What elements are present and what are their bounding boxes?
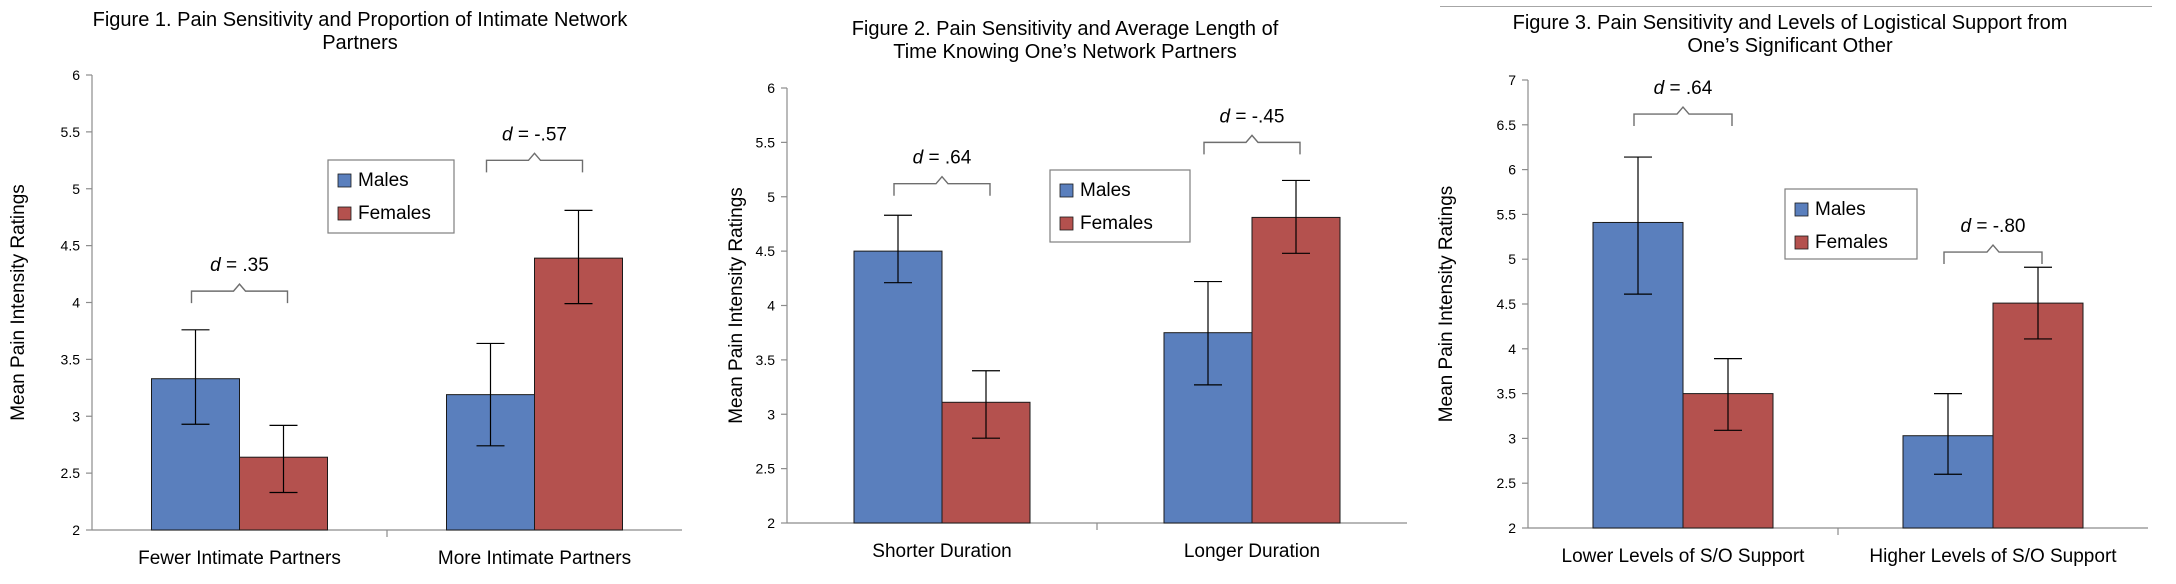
y-tick-label: 5.5 xyxy=(1497,206,1517,222)
figure-2-panel: Figure 2. Pain Sensitivity and Average L… xyxy=(715,0,1425,584)
effect-size-label: d = .35 xyxy=(210,255,269,276)
y-tick-label: 2.5 xyxy=(1497,475,1517,491)
figure-3-chart: 2 2.5 3 3.5 4 4.5 5 5.5 6 6.5 7 Mean Pain Intensity… xyxy=(1436,72,2148,567)
y-tick-label: 3 xyxy=(1508,430,1516,446)
y-tick-label: 6 xyxy=(767,80,775,96)
y-tick-label: 5 xyxy=(767,189,775,205)
y-tick-label: 2 xyxy=(72,522,80,538)
effect-size-value: = -.45 xyxy=(1230,106,1284,127)
y-tick-label: 4.5 xyxy=(1497,296,1517,312)
y-tick-label: 7 xyxy=(1508,72,1516,88)
effect-size-brace xyxy=(190,283,289,304)
figure-2-chart: 2 2.5 3 3.5 4 4.5 5 5.5 6 Mean Pain Intensity Rat… xyxy=(726,80,1407,562)
males-legend-label: Males xyxy=(1815,199,1866,220)
y-tick-label: 6 xyxy=(1508,162,1516,178)
effect-size-value: = .64 xyxy=(1664,78,1712,99)
males-legend-swatch xyxy=(1059,183,1074,198)
effect-size-brace xyxy=(893,175,991,196)
females-legend-swatch xyxy=(337,206,352,221)
y-tick-label: 5 xyxy=(72,181,80,197)
effect-size-label: d = .64 xyxy=(913,148,972,169)
y-tick-label: 2.5 xyxy=(756,461,776,477)
y-tick-label: 3.5 xyxy=(1497,386,1517,402)
y-tick-label: 3 xyxy=(767,406,775,422)
females-legend-label: Females xyxy=(1080,213,1153,234)
figure-1-title-line-1: Figure 1. Pain Sensitivity and Proportio… xyxy=(92,9,628,31)
y-tick-label: 2 xyxy=(767,515,775,531)
y-tick-label: 3.5 xyxy=(756,352,776,368)
y-axis-title: Mean Pain Intensity Ratings xyxy=(8,184,29,421)
x-category-label: Fewer Intimate Partners xyxy=(138,548,341,569)
females-legend-swatch xyxy=(1794,235,1809,250)
y-tick-label: 6 xyxy=(72,67,80,83)
effect-size-symbol: d xyxy=(1220,106,1232,127)
effect-size-symbol: d xyxy=(1961,216,1973,237)
effect-size-symbol: d xyxy=(502,124,514,145)
males-legend-label: Males xyxy=(358,170,409,191)
x-category-label: Shorter Duration xyxy=(872,541,1011,562)
figure-3-title: Figure 3. Pain Sensitivity and Levels of… xyxy=(1490,12,2090,58)
legend-box xyxy=(327,159,455,234)
effect-size-label: d = .64 xyxy=(1654,78,1713,99)
effect-size-value: = -.80 xyxy=(1971,216,2025,237)
males-legend-swatch xyxy=(1794,202,1809,217)
figure-2-title-line-1: Figure 2. Pain Sensitivity and Average L… xyxy=(851,18,1279,40)
effect-size-label: d = -.80 xyxy=(1961,216,2026,237)
effect-size-brace xyxy=(1943,243,2043,265)
x-category-label: Longer Duration xyxy=(1184,541,1320,562)
figure-1-title: Figure 1. Pain Sensitivity and Proportio… xyxy=(80,9,640,55)
effect-size-brace xyxy=(1633,105,1733,127)
effect-size-symbol: d xyxy=(210,255,222,276)
effect-size-brace xyxy=(1203,134,1301,155)
x-category-label: Lower Levels of S/O Support xyxy=(1562,546,1806,567)
effect-size-value: = .35 xyxy=(221,255,269,276)
males-legend-swatch xyxy=(337,173,352,188)
y-tick-label: 5 xyxy=(1508,251,1516,267)
effect-size-value: = -.57 xyxy=(513,124,567,145)
females-bar xyxy=(1251,216,1341,524)
y-tick-label: 4 xyxy=(72,295,80,311)
females-legend-swatch xyxy=(1059,216,1074,231)
y-tick-label: 3 xyxy=(72,408,80,424)
figure-2-title: Figure 2. Pain Sensitivity and Average L… xyxy=(805,18,1325,64)
y-tick-label: 5.5 xyxy=(756,134,776,150)
figure-2-title-line-2: Time Knowing One’s Network Partners xyxy=(893,41,1237,63)
legend-box xyxy=(1049,169,1191,243)
y-tick-label: 2.5 xyxy=(61,465,81,481)
y-axis-title: Mean Pain Intensity Ratings xyxy=(726,187,747,424)
effect-size-label: d = -.57 xyxy=(502,124,567,145)
y-tick-label: 4 xyxy=(1508,341,1516,357)
females-legend-label: Females xyxy=(1815,232,1888,253)
y-axis-title: Mean Pain Intensity Ratings xyxy=(1436,186,1457,423)
figure-1-chart: 2 2.5 3 3.5 4 4.5 5 5.5 6 Mean Pain Intensity Rat… xyxy=(8,67,682,569)
figure-1-title-line-2: Partners xyxy=(322,32,398,54)
y-tick-label: 5.5 xyxy=(61,124,81,140)
y-tick-label: 4.5 xyxy=(756,243,776,259)
figure-1-panel: Figure 1. Pain Sensitivity and Proportio… xyxy=(0,0,700,584)
figure-3-title-line-2: One’s Significant Other xyxy=(1687,35,1893,57)
females-bar xyxy=(1992,302,2084,529)
effect-size-symbol: d xyxy=(913,148,925,169)
figure-3-top-rule xyxy=(1440,6,2152,7)
y-tick-label: 3.5 xyxy=(61,351,81,367)
y-tick-label: 2 xyxy=(1508,520,1516,536)
y-tick-label: 4.5 xyxy=(61,238,81,254)
effect-size-brace xyxy=(485,152,584,173)
effect-size-symbol: d xyxy=(1654,78,1666,99)
effect-size-value: = .64 xyxy=(923,148,971,169)
figure-3-panel: Figure 3. Pain Sensitivity and Levels of… xyxy=(1430,0,2176,584)
females-legend-label: Females xyxy=(358,203,431,224)
males-bar xyxy=(853,250,943,524)
y-tick-label: 4 xyxy=(767,298,775,314)
x-category-label: Higher Levels of S/O Support xyxy=(1869,546,2117,567)
y-tick-label: 6.5 xyxy=(1497,117,1517,133)
x-category-label: More Intimate Partners xyxy=(438,548,631,569)
effect-size-label: d = -.45 xyxy=(1220,106,1285,127)
males-legend-label: Males xyxy=(1080,180,1131,201)
figure-3-title-line-1: Figure 3. Pain Sensitivity and Levels of… xyxy=(1512,12,2068,34)
